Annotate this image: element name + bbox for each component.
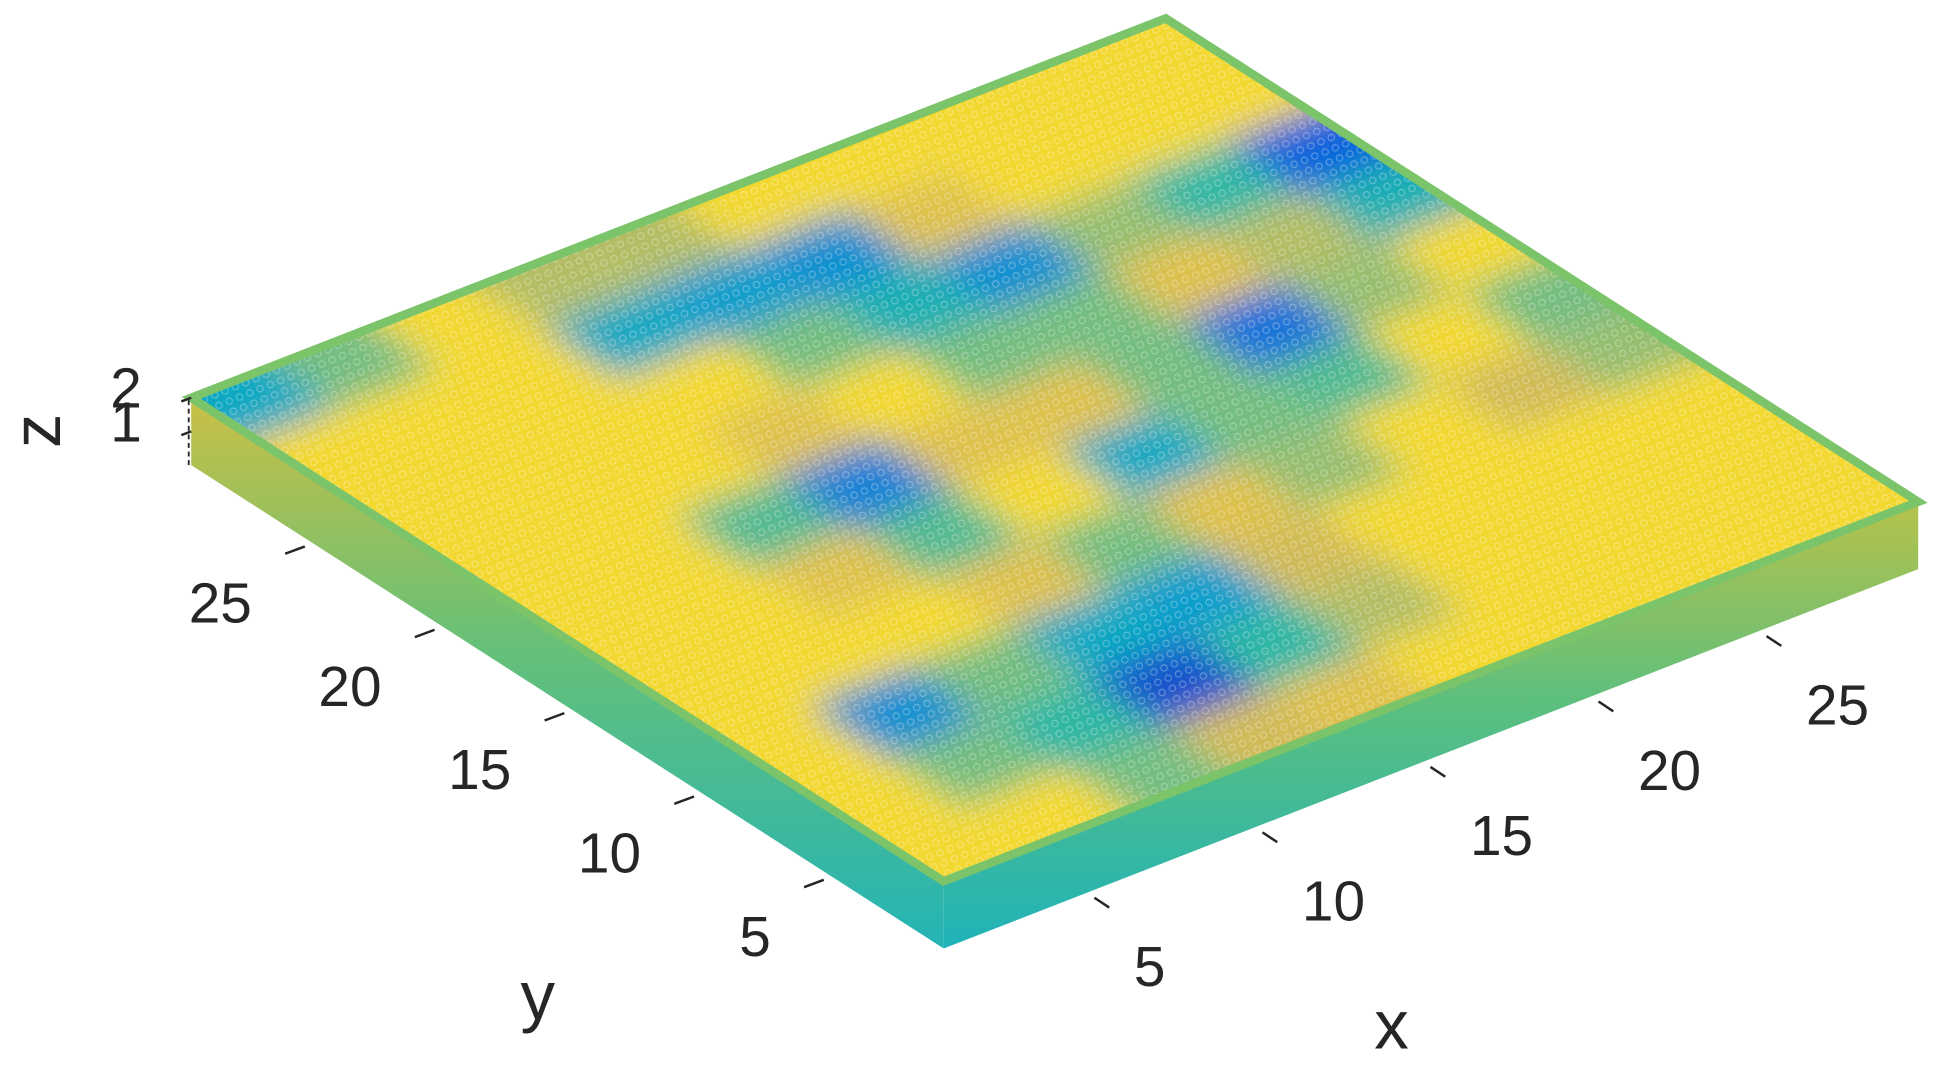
y-tick-label: 15 [448,738,511,801]
x-tick-mark [1597,700,1614,713]
y-tick-mark [803,878,825,889]
y-axis-label: y [521,957,556,1034]
y-tick-label: 5 [739,905,771,968]
surface-rim [181,13,1928,886]
x-tick-mark [1261,831,1278,844]
y-tick-mark [414,628,436,639]
z-tick-mark [180,396,192,403]
x-tick-label: 20 [1638,739,1701,802]
x-axis-label: x [1374,987,1409,1064]
y-tick-label: 20 [318,655,381,718]
x-tick-mark [1093,896,1110,909]
z-axis-label: z [0,414,75,448]
x-tick-mark [1429,765,1446,778]
slab-sides [191,397,1919,949]
y-tick-label: 10 [578,822,641,885]
x-tick-label: 10 [1302,870,1365,933]
y-tick-mark [544,711,565,722]
z-tick-mark [180,430,192,437]
z-tick-label: 2 [110,357,142,420]
side-face-front-left [191,397,944,949]
x-tick-label: 15 [1470,804,1533,867]
x-tick-label: 5 [1134,935,1166,998]
y-tick-mark [673,795,695,805]
y-tick-label: 25 [189,572,252,635]
x-tick-mark [1765,635,1782,647]
x-tick-label: 25 [1806,674,1869,737]
y-tick-mark [284,545,306,555]
side-face-front-right [943,501,1919,949]
axes: 5 10 15 20 25 5 10 15 20 25 12 [110,357,1869,998]
z-tick-label: 1 [110,391,142,454]
